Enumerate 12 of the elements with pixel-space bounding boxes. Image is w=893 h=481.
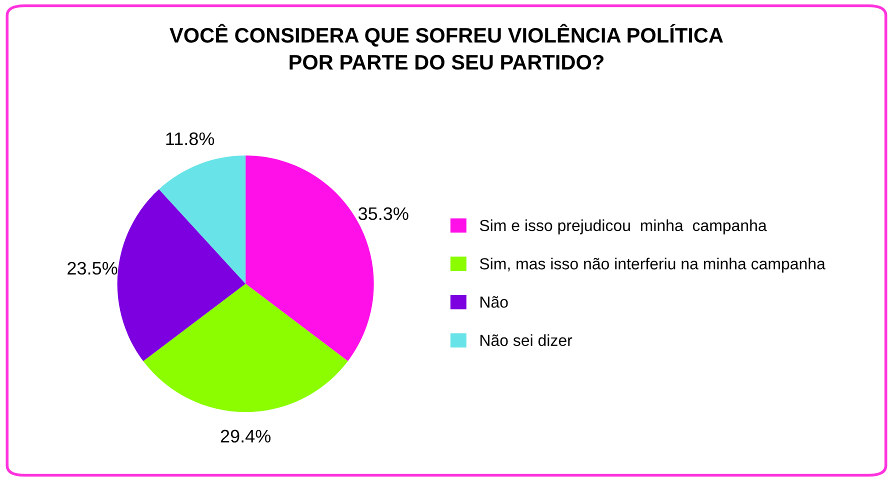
- legend-label: Não: [480, 296, 508, 308]
- data-label: 11.8%: [166, 132, 214, 146]
- data-label: 23.5%: [68, 262, 118, 275]
- pie-slice: [117, 189, 246, 362]
- chart-title: VOCÊ CONSIDERA QUE SOFREU VIOLÊNCIA POLÍTICA POR PARTE DO SEU PARTIDO?: [170, 24, 723, 70]
- pie-slice: [158, 156, 246, 284]
- legend-label: Sim e isso prejudicou minha campanha: [480, 219, 767, 234]
- data-label: 35.3%: [358, 207, 408, 220]
- legend-label: Não sei dizer: [480, 334, 572, 346]
- pie-slice: [143, 284, 348, 412]
- legend-label: Sim, mas isso não interferiu na minha campanha: [480, 258, 826, 273]
- data-label: 29.4%: [220, 430, 271, 443]
